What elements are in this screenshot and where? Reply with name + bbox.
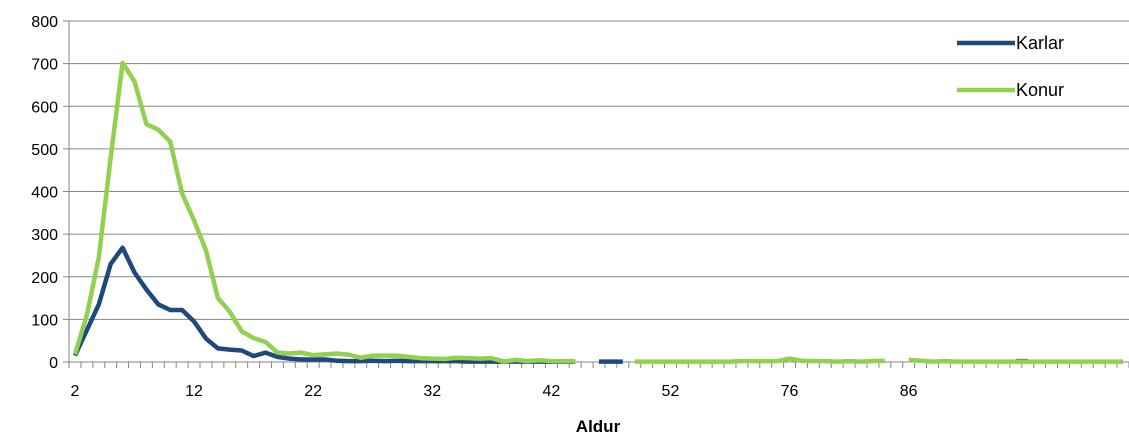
y-tick-label: 500 [31,142,58,159]
y-tick-label: 0 [49,355,58,372]
x-tick-label: 22 [304,383,322,400]
axes [63,20,1129,368]
y-tick-label: 200 [31,270,58,287]
legend: Karlar Konur [957,33,1064,100]
x-tick-label: 52 [662,383,680,400]
x-tick-label: 12 [185,383,203,400]
y-tick-labels: 0 100 200 300 400 500 600 700 800 [31,14,58,372]
x-tick-label: 32 [423,383,441,400]
series-line-karlar [72,245,1028,364]
y-tick-label: 600 [31,99,58,116]
x-axis-title: Aldur [576,417,621,436]
x-tick-label: 86 [900,383,918,400]
y-tick-label: 700 [31,57,58,74]
x-tick-label: 76 [781,383,799,400]
y-tick-label: 400 [31,185,58,202]
legend-label: Karlar [1016,33,1064,53]
series-line-konur [72,60,1124,364]
legend-label: Konur [1016,80,1064,100]
series-lines [72,60,1124,364]
y-tick-label: 800 [31,14,58,31]
gridlines [69,20,1129,320]
y-tick-label: 300 [31,227,58,244]
y-tick-label: 100 [31,312,58,329]
x-tick-labels: 2 12 22 32 42 52 76 86 [71,383,918,400]
x-tick-label: 42 [542,383,560,400]
x-tick-label: 2 [71,383,80,400]
